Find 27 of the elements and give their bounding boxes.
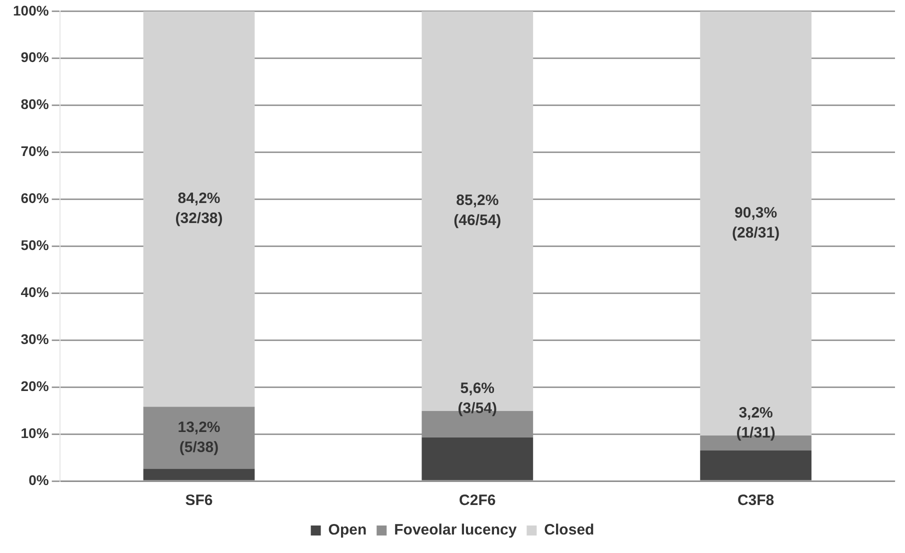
- data-label: 85,2% (46/54): [454, 192, 502, 230]
- legend-label: Closed: [544, 522, 594, 539]
- y-tick-label: 10%: [20, 424, 50, 441]
- y-tick-label: 50%: [20, 237, 50, 254]
- data-label: 84,2% (32/38): [175, 190, 223, 228]
- legend-label: Foveolar lucency: [394, 522, 518, 539]
- data-label: 13,2% (5/38): [178, 418, 220, 456]
- x-tick-label: C3F8: [737, 492, 774, 510]
- legend-label: Open: [328, 522, 367, 539]
- y-tick-label: 20%: [20, 378, 50, 394]
- x-tick-label: C2F6: [459, 492, 496, 510]
- y-tick-label: 60%: [20, 190, 50, 206]
- y-tick-label: 90%: [20, 49, 50, 66]
- y-tick-label: 100%: [12, 2, 50, 18]
- data-label: 5,6% (3/54): [458, 380, 497, 418]
- y-tick-label: 40%: [20, 284, 50, 300]
- bar: [143, 468, 255, 480]
- y-tick-label: 30%: [20, 330, 50, 347]
- data-label: 3,2% (1/31): [736, 404, 776, 442]
- x-tick-label: SF6: [185, 492, 213, 510]
- y-tick-label: 80%: [20, 96, 50, 112]
- bar: [143, 11, 255, 407]
- y-tick-label: 0%: [28, 472, 50, 488]
- bar: [700, 450, 812, 480]
- y-tick-label: 70%: [20, 143, 50, 160]
- bar: [422, 437, 534, 480]
- data-label: 90,3% (28/31): [732, 204, 780, 242]
